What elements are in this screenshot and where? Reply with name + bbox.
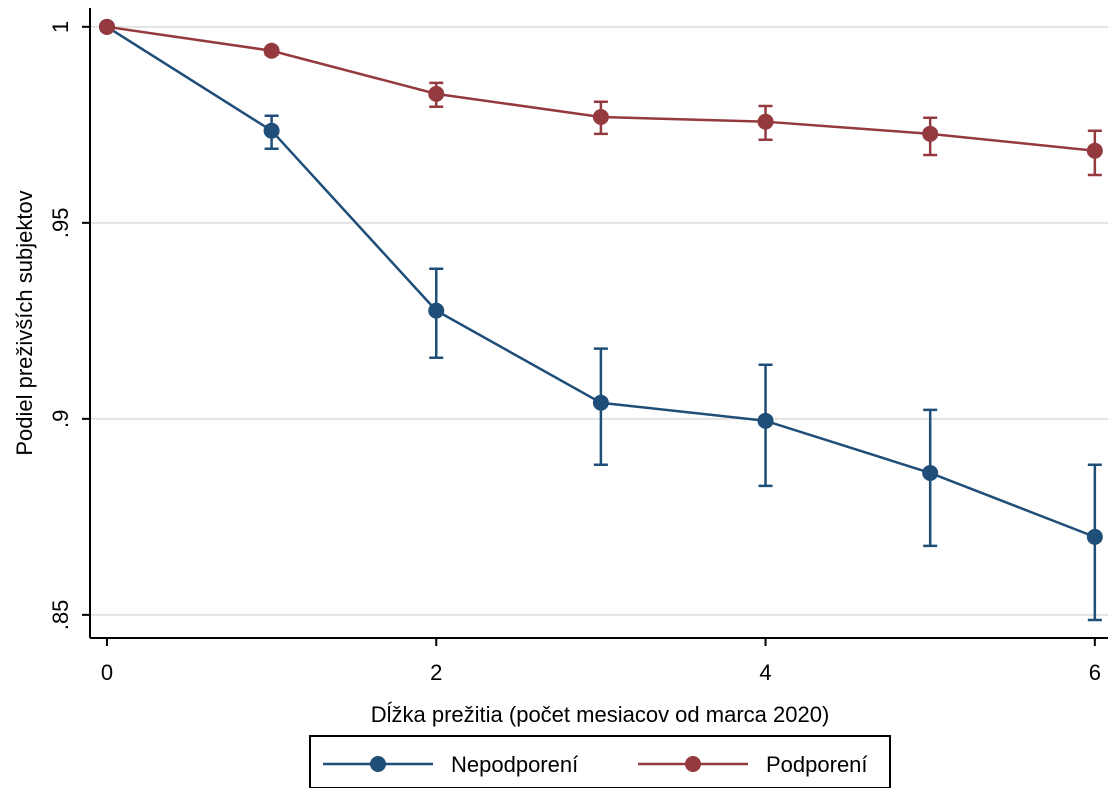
legend-marker bbox=[370, 756, 386, 772]
marker bbox=[1086, 528, 1103, 545]
marker bbox=[922, 464, 939, 481]
y-tick-label: 1 bbox=[48, 21, 73, 33]
x-tick-label: 0 bbox=[101, 660, 113, 685]
marker bbox=[263, 42, 280, 59]
marker bbox=[428, 302, 445, 319]
x-axis-title: Dĺžka prežitia (počet mesiacov od marca … bbox=[371, 702, 830, 727]
marker bbox=[263, 122, 280, 139]
legend-marker bbox=[685, 756, 701, 772]
marker bbox=[922, 125, 939, 142]
legend-label: Nepodporení bbox=[451, 752, 578, 777]
x-tick-label: 6 bbox=[1089, 660, 1101, 685]
marker bbox=[1086, 142, 1103, 159]
marker bbox=[757, 113, 774, 130]
x-tick-label: 4 bbox=[759, 660, 771, 685]
y-tick-label: .85 bbox=[48, 600, 73, 631]
marker bbox=[757, 412, 774, 429]
marker bbox=[592, 394, 609, 411]
legend-label: Podporení bbox=[766, 752, 868, 777]
x-tick-label: 2 bbox=[430, 660, 442, 685]
marker bbox=[428, 85, 445, 102]
marker bbox=[98, 18, 115, 35]
marker bbox=[592, 108, 609, 125]
y-tick-label: .95 bbox=[48, 208, 73, 239]
y-tick-label: .9 bbox=[48, 410, 73, 428]
y-axis-title: Podiel preživších subjektov bbox=[12, 190, 37, 455]
legend-box bbox=[309, 735, 891, 788]
